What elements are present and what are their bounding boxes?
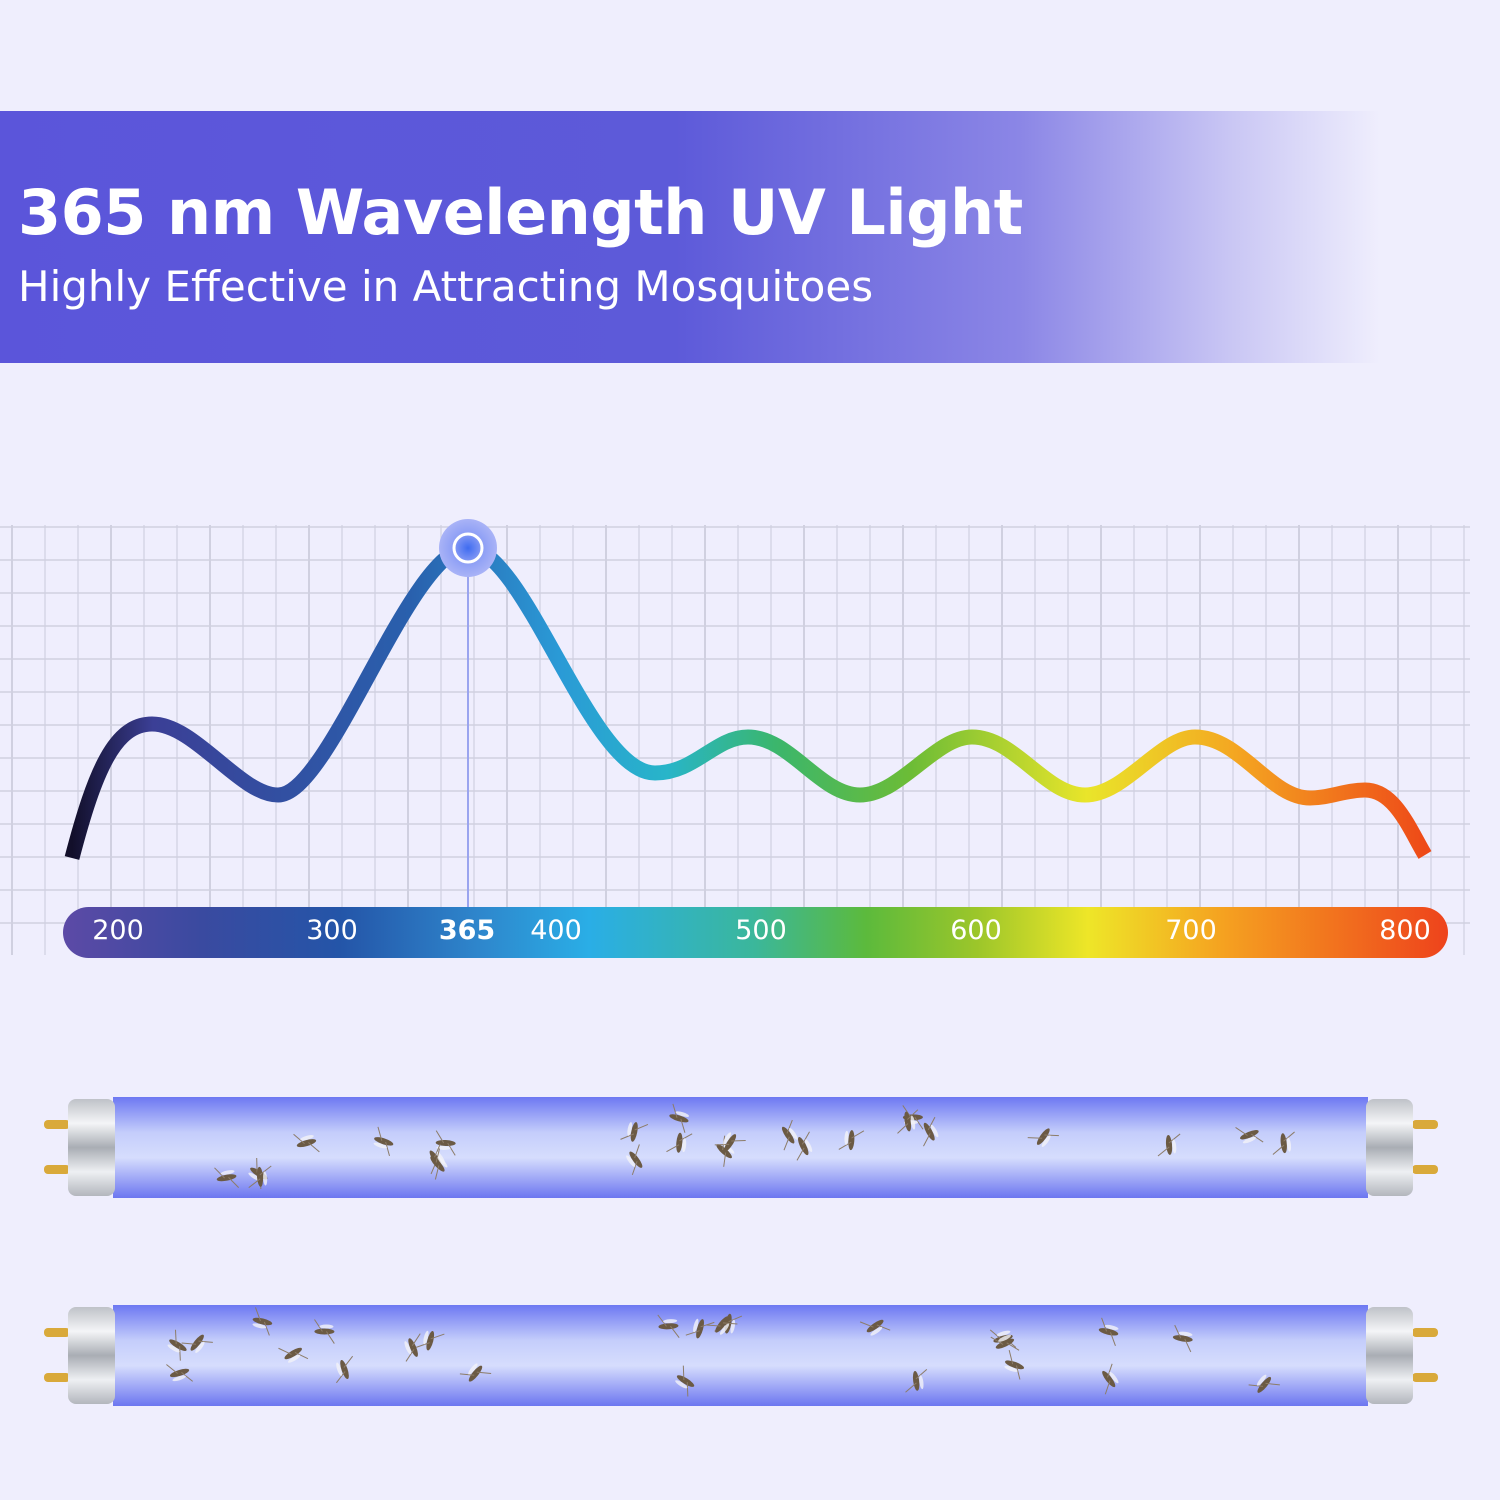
tick-label: 600 (950, 915, 1002, 946)
end-cap (68, 1307, 115, 1404)
uv-tube-1 (44, 1097, 1438, 1198)
mosquito (459, 1363, 492, 1382)
mosquito (666, 1132, 693, 1153)
end-cap (1366, 1099, 1413, 1196)
header-banner (0, 111, 1500, 363)
wavelength-bar (63, 907, 1448, 958)
tick-label: 400 (530, 915, 582, 946)
mosquito (278, 1347, 309, 1363)
mosquito (1102, 1363, 1119, 1395)
end-cap (1366, 1307, 1413, 1404)
mosquito (1172, 1324, 1193, 1353)
mosquito (796, 1131, 813, 1161)
pin (1412, 1165, 1438, 1174)
pin (44, 1165, 70, 1174)
mosquito (373, 1126, 394, 1156)
tube-glass (113, 1305, 1368, 1406)
mosquito (1098, 1317, 1119, 1346)
mosquito (714, 1132, 746, 1152)
mosquito (248, 1165, 272, 1189)
mosquito (781, 1119, 798, 1151)
mosquito (1004, 1350, 1025, 1380)
pin (1412, 1373, 1438, 1382)
mosquito (335, 1355, 354, 1384)
mosquito (167, 1329, 187, 1361)
mosquito (166, 1364, 194, 1382)
uv-tube-2 (44, 1305, 1438, 1406)
mosquito (314, 1319, 335, 1344)
mosquito (905, 1369, 928, 1393)
peak-dot-ring (452, 532, 484, 564)
mosquito (214, 1167, 240, 1188)
pin (44, 1120, 70, 1129)
mosquito (838, 1130, 865, 1151)
mosquito (990, 1334, 1020, 1351)
mosquito (657, 1314, 680, 1338)
mosquito (1157, 1133, 1181, 1157)
mosquito (859, 1319, 891, 1336)
mosquito (415, 1330, 445, 1351)
page-title: 365 nm Wavelength UV Light (18, 176, 1023, 249)
mosquito (1248, 1374, 1280, 1393)
mosquito (430, 1148, 448, 1180)
mosquito (1272, 1131, 1295, 1155)
page-subtitle: Highly Effective in Attracting Mosquitoe… (18, 262, 874, 311)
mosquito (685, 1318, 715, 1339)
mosquito (435, 1130, 456, 1156)
mosquito (675, 1365, 695, 1397)
mosquito (897, 1109, 919, 1134)
mosquito (669, 1103, 690, 1133)
pin (44, 1373, 70, 1382)
tick-label: 700 (1165, 915, 1217, 946)
mosquito (1027, 1128, 1059, 1147)
peak-dot (439, 519, 497, 577)
mosquito (404, 1333, 421, 1362)
mosquito (181, 1334, 213, 1353)
mosquito (626, 1144, 643, 1176)
mosquito (706, 1316, 738, 1335)
pin (44, 1328, 70, 1337)
spectrum-curve (64, 540, 1432, 860)
pin (1412, 1328, 1438, 1337)
tube-glass (113, 1097, 1368, 1198)
tick-label: 365 (438, 915, 496, 946)
tick-label: 200 (92, 915, 144, 946)
mosquito (293, 1133, 320, 1153)
tick-label: 500 (735, 915, 787, 946)
tick-label: 300 (306, 915, 358, 946)
mosquito (620, 1122, 649, 1142)
mosquito (252, 1307, 273, 1336)
end-cap (68, 1099, 115, 1196)
mosquito (1235, 1127, 1264, 1144)
mosquito (923, 1116, 939, 1147)
pin (1412, 1120, 1438, 1129)
tick-label: 800 (1379, 915, 1431, 946)
